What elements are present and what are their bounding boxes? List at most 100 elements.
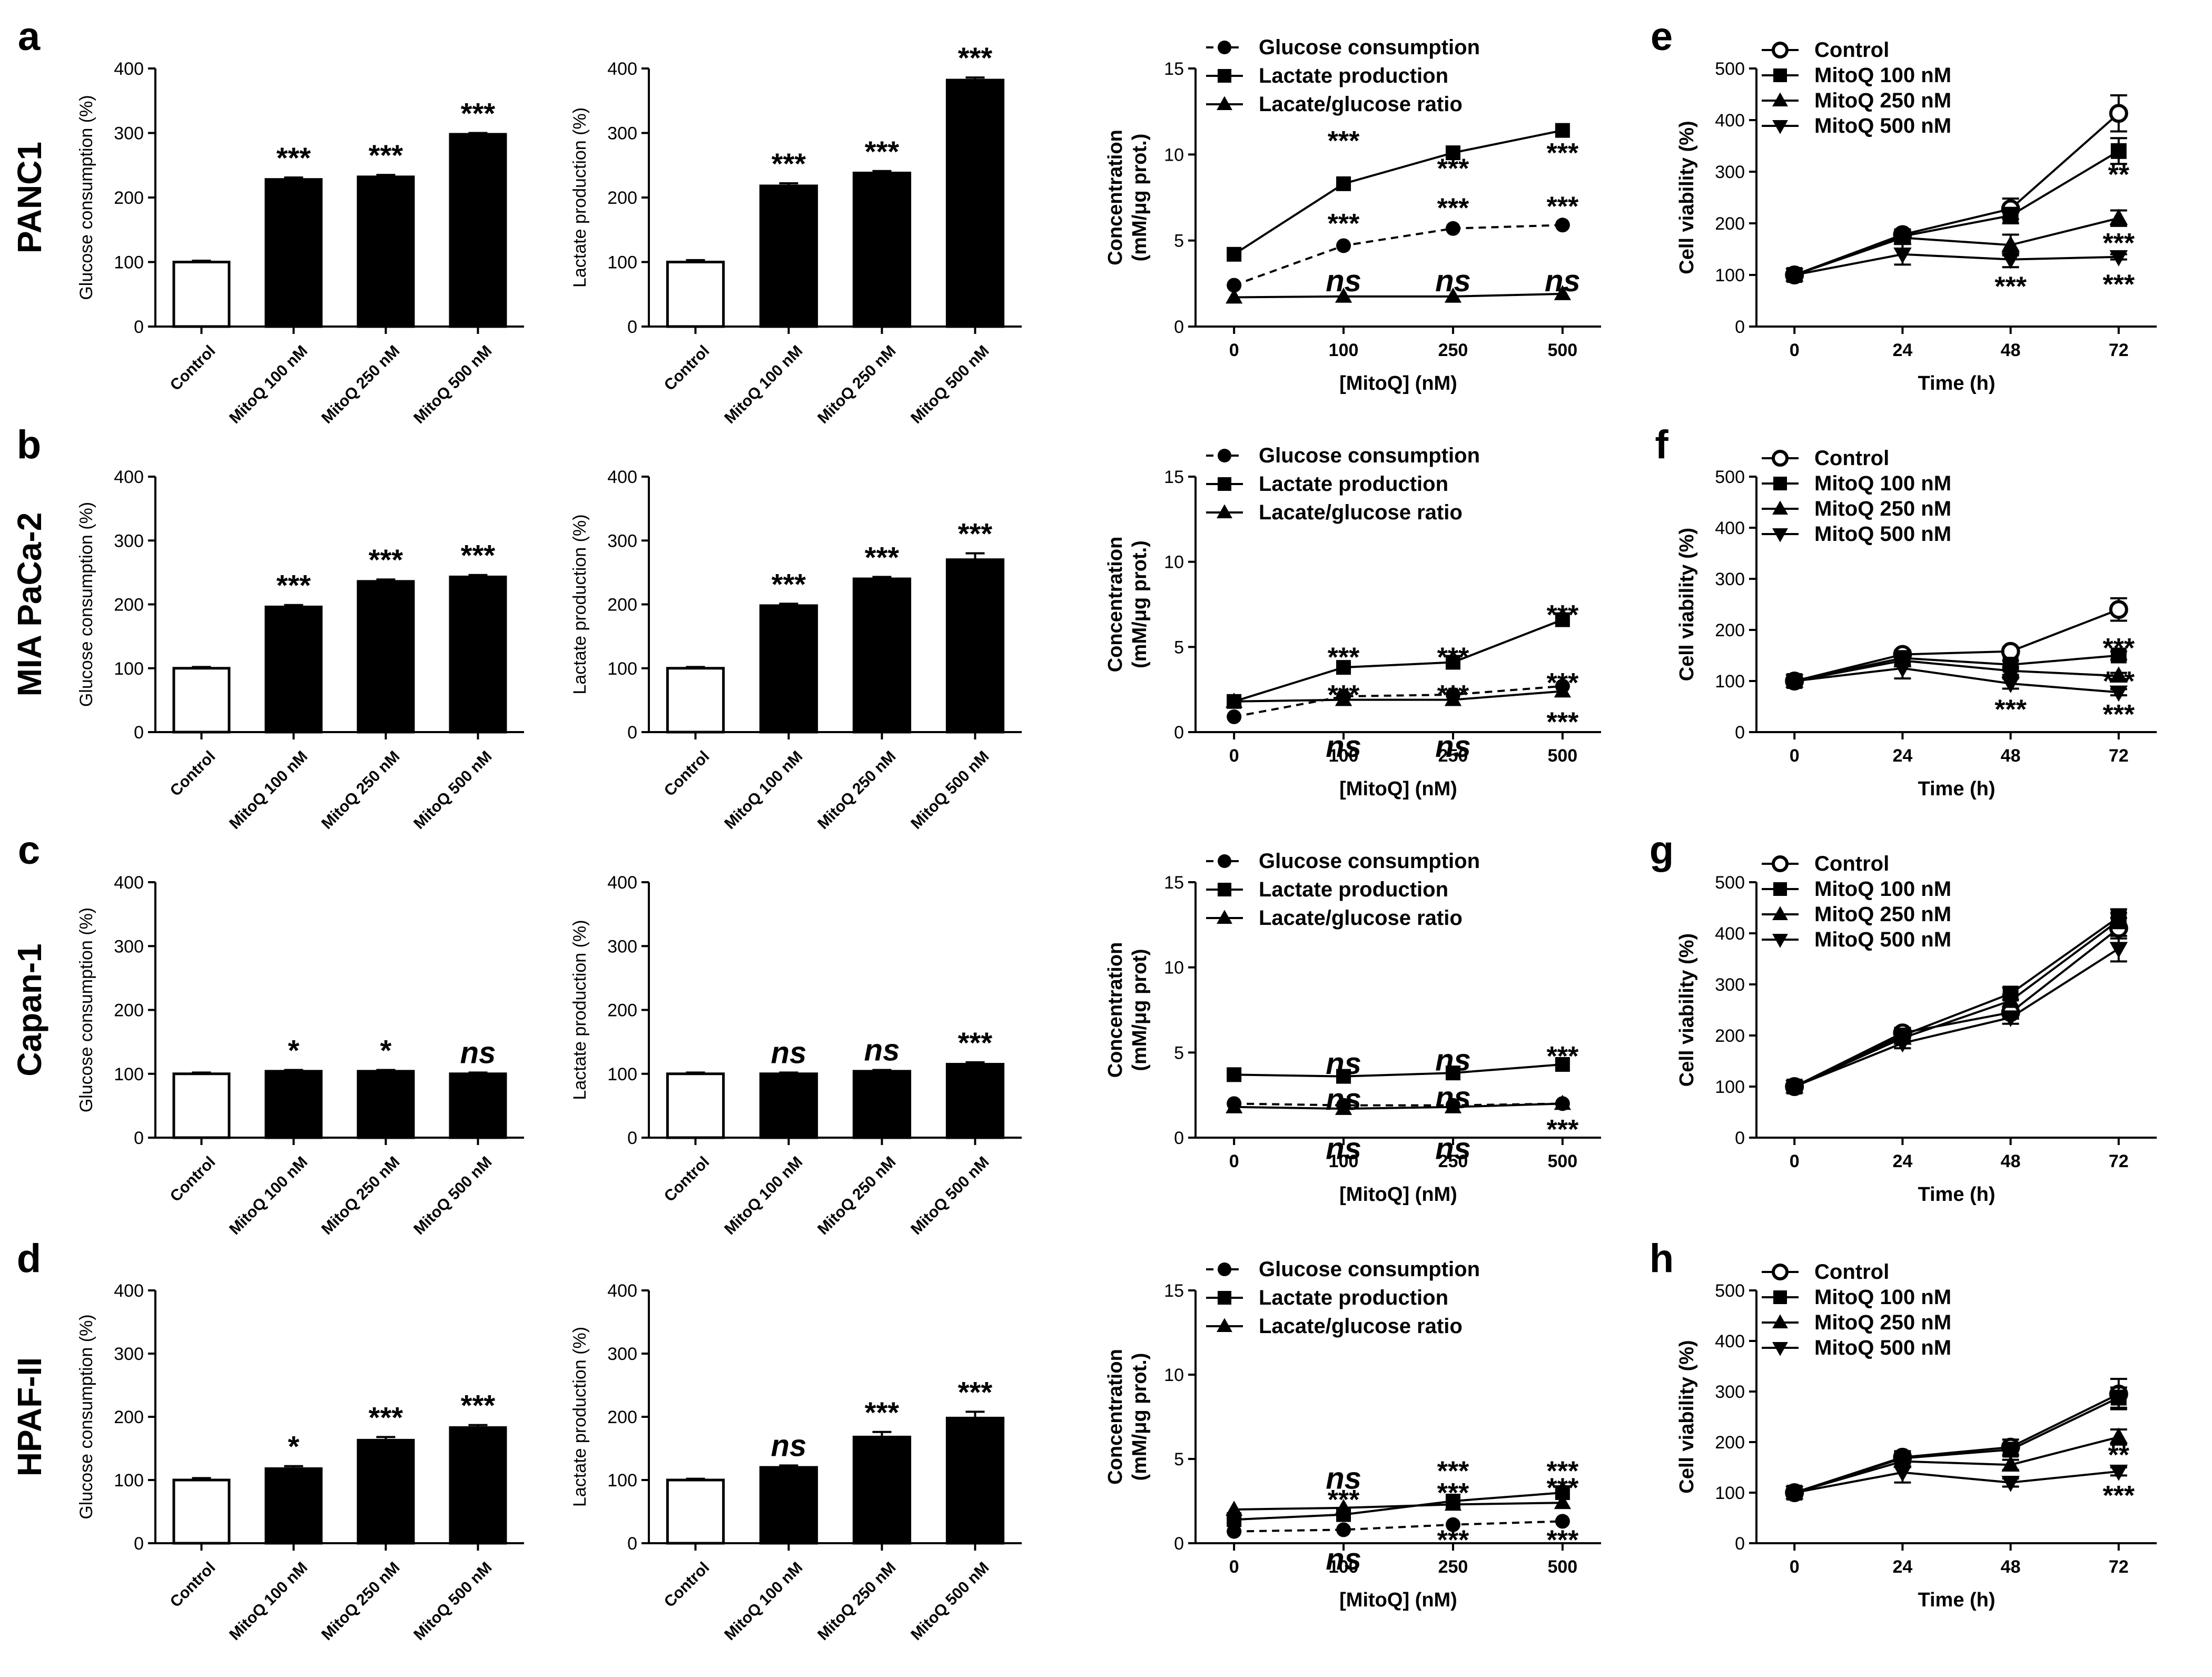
point-marker [1227,246,1242,262]
significance-label: *** [958,1375,993,1408]
legend-label: Lactate production [1259,878,1448,901]
significance-label: *** [865,1396,900,1429]
point-marker [1772,120,1788,134]
x-tick-label: 72 [2109,746,2129,766]
x-tick-label: 24 [1892,1151,1912,1171]
x-tick-label: MitoQ 500 nM [907,1559,992,1644]
bar [852,171,912,328]
bar [449,1426,507,1545]
panel-letter-g: g [1650,828,1674,873]
point-marker [1772,1264,1789,1280]
x-tick-label: 72 [2109,1151,2129,1171]
significance-label: *** [1437,680,1469,711]
row-label: PANC1 [11,142,48,253]
significance-label: *** [2102,699,2135,730]
significance-label: ns [1435,264,1471,298]
point-marker [1445,655,1460,670]
bar [449,575,507,734]
point-marker [1893,228,1912,245]
significance-label: ns [1326,1542,1361,1576]
legend-label: Lacate/glucose ratio [1259,1315,1463,1338]
y-axis-label: Cell viability (%) [1676,121,1698,274]
significance-label: *** [1328,1485,1360,1515]
significance-label: ** [2108,1440,2130,1471]
point-marker [1227,1524,1242,1539]
point-marker [1218,477,1231,491]
significance-label: *** [772,567,806,600]
y-tick-label: 400 [607,467,637,487]
series-line [1794,927,2120,1088]
bar [666,261,725,328]
point-marker [1336,1069,1351,1084]
point-marker [1217,1318,1232,1333]
y-tick-label: 300 [607,531,637,551]
bar [666,667,725,734]
point-marker [1893,248,1912,264]
series-line [1794,667,2119,694]
x-tick-label: MitoQ 250 nM [814,1559,899,1644]
x-tick-label: 100 [1329,1151,1359,1171]
y-tick-label: 200 [1715,1433,1745,1453]
significance-label: *** [865,540,900,574]
y-tick-label: 100 [1715,672,1745,692]
legend-label: MitoQ 500 nM [1814,928,1951,951]
chart-b-glucose: 0 100 200 300 400 Control MitoQ 100 nM *** MitoQ… [76,467,524,833]
point-marker [1445,221,1460,236]
row-label: Capan-1 [11,943,48,1077]
x-tick-label: MitoQ 500 nM [410,1559,495,1644]
x-tick-label: MitoQ 250 nM [814,342,899,427]
x-tick-label: 48 [2001,1151,2021,1171]
series-line [1233,685,1563,718]
chart-c-lactate: 0 100 200 300 400 Control MitoQ 100 nM ns MitoQ … [570,873,1022,1238]
bar [666,1478,725,1545]
legend-label: Glucose consumption [1259,850,1480,873]
point-marker [1335,690,1352,706]
point-marker [2109,250,2128,267]
series-line [1233,129,1563,255]
x-tick-label: Control [661,748,713,800]
x-axis-label: Time (h) [1918,372,1995,394]
y-tick-label: 400 [1715,1331,1745,1352]
y-axis-label: Concentration (mM/μg prot) [1104,942,1151,1078]
x-tick-label: 500 [1547,340,1577,360]
point-marker [1554,1494,1571,1510]
y-tick-label: 5 [1174,1043,1184,1063]
bar [264,178,323,328]
y-tick-label: 0 [1735,1128,1745,1148]
point-marker [1785,1080,1804,1096]
y-tick-label: 0 [134,1534,144,1554]
significance-label: *** [1546,1041,1578,1072]
point-marker [1554,1094,1571,1110]
y-tick-label: 10 [1164,145,1184,165]
y-tick-label: 300 [607,936,637,956]
panel-letter-c: c [18,828,40,873]
point-marker [1227,709,1242,724]
point-marker [2001,661,2020,678]
point-marker [1445,1066,1460,1081]
point-marker [1217,96,1232,111]
x-tick-label: MitoQ 100 nM [226,748,311,833]
significance-label: *** [369,1400,403,1434]
bar [945,558,1005,734]
y-axis-label: Glucose consumption (%) [76,907,96,1112]
significance-label: *** [958,1026,993,1059]
x-tick-label: 0 [1790,746,1800,766]
x-axis-label: Time (h) [1918,1589,1995,1611]
y-tick-label: 400 [1715,924,1745,944]
bar [264,1467,323,1545]
y-tick-label: 200 [1715,214,1745,234]
significance-label: *** [1328,680,1360,711]
significance-label: *** [276,569,311,602]
point-marker [1218,69,1231,83]
y-tick-label: 300 [1715,975,1745,995]
x-tick-label: MitoQ 100 nM [226,1559,311,1644]
legend-label: MitoQ 100 nM [1814,64,1951,87]
legend-label: Control [1814,1260,1889,1284]
legend-label: MitoQ 100 nM [1814,472,1951,495]
y-tick-label: 200 [114,188,144,208]
point-marker [1893,1465,1912,1482]
point-marker [2109,209,2128,225]
y-tick-label: 0 [1735,723,1745,743]
point-marker [2002,208,2019,224]
